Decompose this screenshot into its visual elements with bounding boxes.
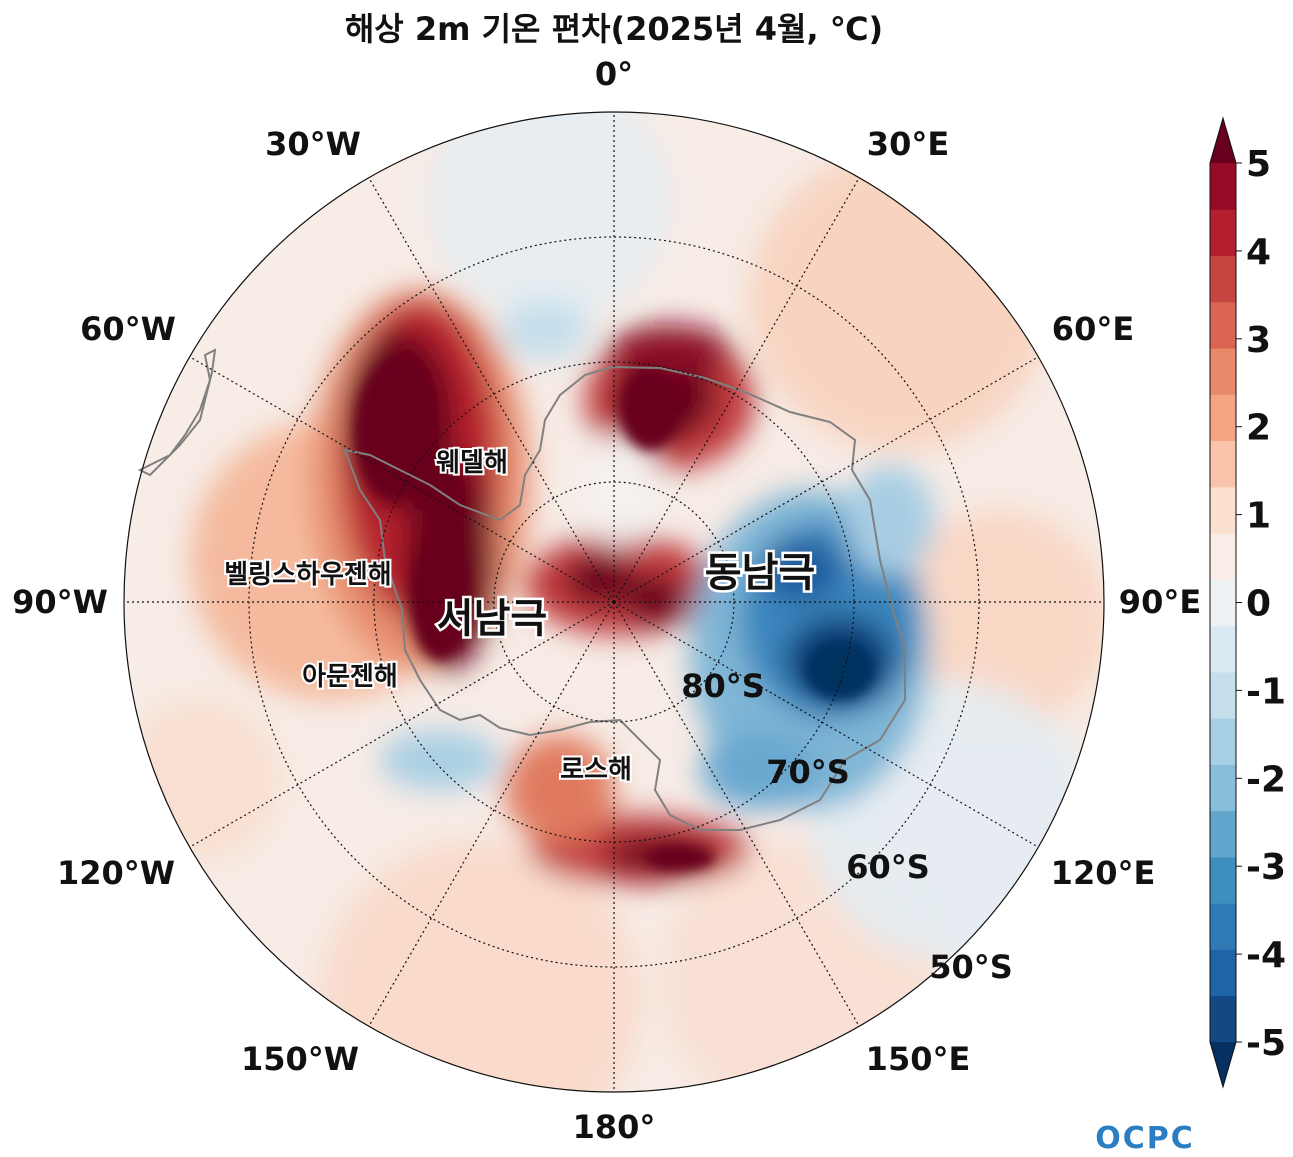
region-labels: 웨델해 벨링스하우젠해 아문젠해 로스해 서남극 동남극 — [222, 446, 817, 787]
lon-label-0: 0° — [595, 55, 633, 93]
lon-label-30w: 30°W — [265, 125, 361, 163]
colorbar: 5 4 3 2 1 0 -1 -2 -3 -4 -5 — [1209, 116, 1286, 1089]
map-title: 해상 2m 기온 편차(2025년 4월, ℃) — [345, 10, 883, 48]
south-america-coast — [137, 348, 217, 477]
colorbar-bin — [1210, 579, 1236, 627]
colorbar-extend-min — [1210, 1042, 1236, 1087]
lon-label-150w: 150°W — [241, 1040, 359, 1078]
anomaly-field — [124, 112, 1104, 1092]
lon-label-120w: 120°W — [57, 854, 175, 892]
lon-label-180: 180° — [573, 1108, 656, 1146]
colorbar-tick-label: 2 — [1246, 408, 1271, 449]
lon-label-60w: 60°W — [80, 310, 176, 348]
region-label-ross-sea: 로스해 — [560, 755, 632, 785]
colorbar-bin — [1210, 764, 1236, 812]
colorbar-tick-label: 0 — [1246, 584, 1271, 625]
colorbar-bin — [1210, 394, 1236, 442]
colorbar-tick-label: -2 — [1246, 759, 1286, 800]
meridian-labels: 0° 30°E 60°E 90°E 120°E 150°E 180° 150°W… — [12, 55, 1201, 1146]
colorbar-tick-label: -3 — [1246, 847, 1286, 888]
colorbar-bin — [1210, 995, 1236, 1043]
colorbar-bin — [1210, 486, 1236, 534]
colorbar-bin — [1210, 301, 1236, 349]
lat-label-60s: 60°S — [846, 848, 930, 886]
lon-label-90w: 90°W — [12, 583, 108, 621]
colorbar-bin — [1210, 949, 1236, 997]
colorbar-tick-label: -5 — [1246, 1023, 1286, 1064]
colorbar-bin — [1210, 163, 1236, 210]
colorbar-bin — [1210, 209, 1236, 257]
region-label-east-antarctica: 동남극 — [705, 550, 815, 596]
polar-map — [123, 111, 1105, 1093]
colorbar-bin — [1210, 810, 1236, 858]
colorbar-tick-label: 1 — [1246, 496, 1271, 537]
lon-label-30e: 30°E — [867, 125, 949, 163]
colorbar-extend-max — [1210, 118, 1236, 163]
map-boundary — [123, 111, 1105, 1093]
colorbar-bin — [1210, 440, 1236, 488]
colorbar-bin — [1210, 255, 1236, 303]
region-label-bellingshausen-sea: 벨링스하우젠해 — [224, 560, 391, 590]
lon-label-90e: 90°E — [1119, 583, 1201, 621]
colorbar-bin — [1210, 856, 1236, 904]
lon-label-60e: 60°E — [1052, 310, 1134, 348]
latitude-labels: 80°S 70°S 60°S 50°S — [681, 667, 1013, 986]
colorbar-bin — [1210, 533, 1236, 580]
colorbar-tick-label: -4 — [1246, 935, 1286, 976]
colorbar-bin — [1210, 625, 1236, 673]
colorbar-tick-label: -1 — [1246, 671, 1286, 712]
antarctica-coastline — [343, 365, 906, 831]
colorbar-bin — [1210, 671, 1236, 719]
region-label-weddell-sea: 웨델해 — [436, 448, 508, 478]
graticule — [124, 112, 1104, 1092]
lon-label-150e: 150°E — [866, 1040, 971, 1078]
ocpc-logo: OCPC — [1095, 1121, 1195, 1156]
colorbar-tick-label: 5 — [1246, 144, 1271, 185]
colorbar-bin — [1210, 348, 1236, 395]
lat-label-70s: 70°S — [766, 753, 850, 791]
colorbar-tick-label: 4 — [1246, 232, 1271, 273]
region-label-west-antarctica: 서남극 — [437, 596, 547, 642]
lat-label-80s: 80°S — [681, 667, 765, 705]
colorbar-tick-label: 3 — [1246, 320, 1271, 361]
lat-label-50s: 50°S — [929, 948, 1013, 986]
colorbar-bin — [1210, 718, 1236, 765]
colorbar-bin — [1210, 903, 1236, 950]
lon-label-120e: 120°E — [1051, 854, 1156, 892]
region-label-amundsen-sea: 아문젠해 — [302, 662, 398, 692]
